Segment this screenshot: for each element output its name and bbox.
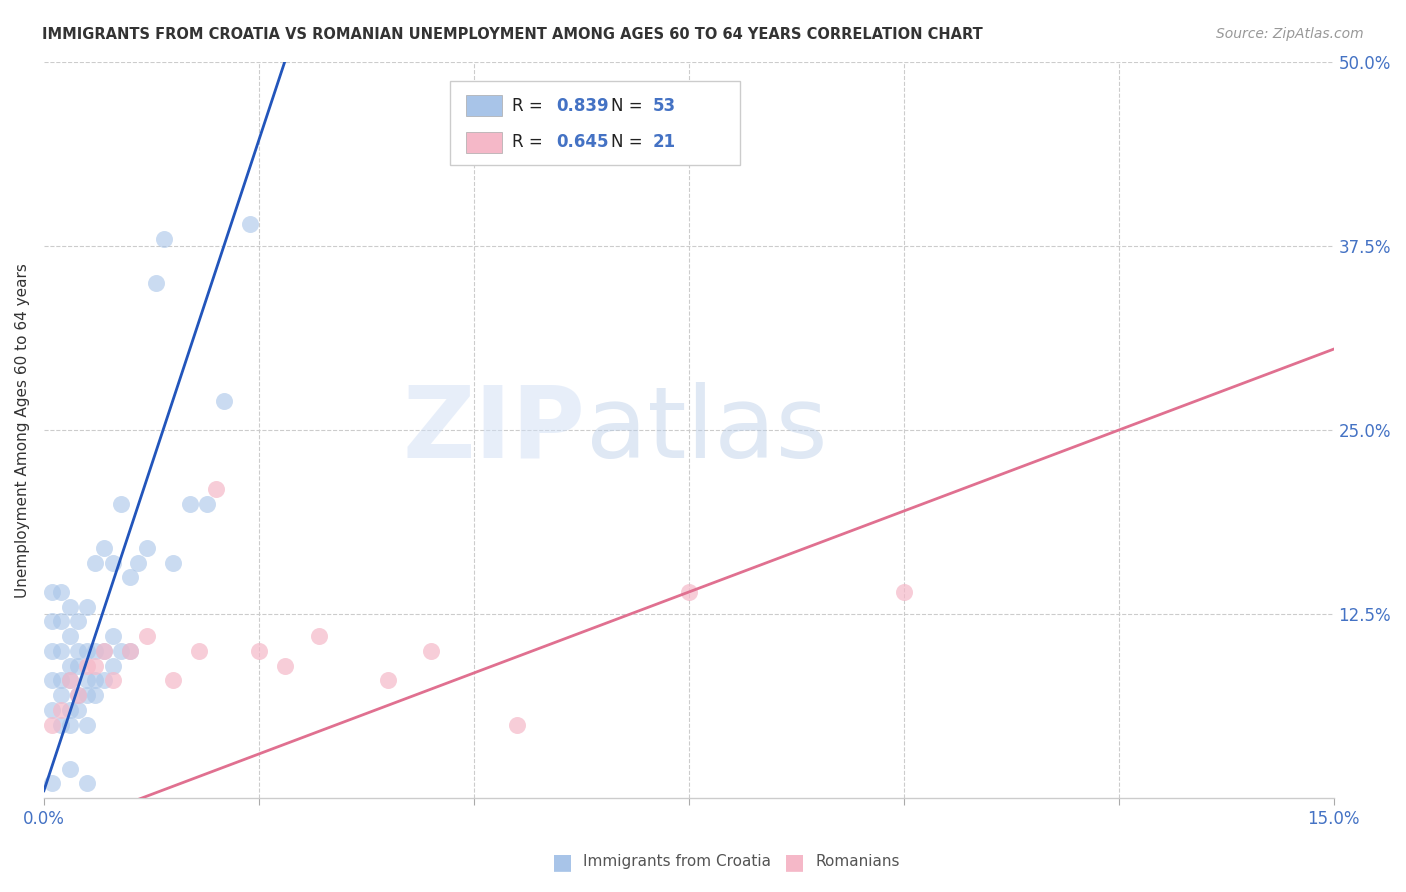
Point	[678, 585, 700, 599]
Point	[145, 276, 167, 290]
Point	[273, 658, 295, 673]
FancyBboxPatch shape	[465, 95, 502, 116]
Point	[49, 703, 72, 717]
Point	[49, 717, 72, 731]
Point	[49, 585, 72, 599]
Point	[59, 599, 82, 614]
Text: Immigrants from Croatia: Immigrants from Croatia	[583, 855, 772, 869]
Point	[76, 599, 98, 614]
Point	[67, 658, 90, 673]
Point	[67, 688, 90, 702]
Text: 0.645: 0.645	[555, 134, 609, 152]
Point	[84, 673, 107, 688]
Point	[162, 556, 184, 570]
Text: 0.839: 0.839	[555, 96, 609, 114]
Point	[67, 615, 90, 629]
Point	[377, 673, 399, 688]
Point	[101, 658, 124, 673]
Point	[110, 644, 132, 658]
Point	[41, 717, 63, 731]
Point	[59, 762, 82, 776]
Point	[506, 717, 529, 731]
Point	[59, 658, 82, 673]
Point	[41, 644, 63, 658]
Text: N =: N =	[612, 134, 648, 152]
Text: ■: ■	[553, 852, 572, 871]
Point	[93, 644, 115, 658]
Point	[76, 688, 98, 702]
Text: Source: ZipAtlas.com: Source: ZipAtlas.com	[1216, 27, 1364, 41]
Point	[136, 629, 159, 643]
Text: ■: ■	[785, 852, 804, 871]
Point	[41, 673, 63, 688]
Point	[893, 585, 915, 599]
Point	[187, 644, 209, 658]
Point	[93, 644, 115, 658]
Point	[136, 541, 159, 555]
FancyBboxPatch shape	[450, 80, 741, 165]
Point	[110, 497, 132, 511]
Point	[67, 703, 90, 717]
Point	[419, 644, 441, 658]
Point	[49, 615, 72, 629]
Text: N =: N =	[612, 96, 648, 114]
Point	[84, 556, 107, 570]
Point	[205, 482, 228, 496]
Point	[76, 776, 98, 790]
Point	[93, 673, 115, 688]
Text: Romanians: Romanians	[815, 855, 900, 869]
Point	[59, 703, 82, 717]
Point	[49, 673, 72, 688]
Point	[93, 541, 115, 555]
Point	[247, 644, 270, 658]
Point	[59, 717, 82, 731]
Point	[59, 673, 82, 688]
Point	[118, 570, 141, 584]
Point	[179, 497, 201, 511]
Text: IMMIGRANTS FROM CROATIA VS ROMANIAN UNEMPLOYMENT AMONG AGES 60 TO 64 YEARS CORRE: IMMIGRANTS FROM CROATIA VS ROMANIAN UNEM…	[42, 27, 983, 42]
Point	[101, 673, 124, 688]
Point	[41, 615, 63, 629]
Point	[76, 644, 98, 658]
Point	[76, 673, 98, 688]
Point	[84, 644, 107, 658]
Point	[214, 393, 236, 408]
Point	[41, 703, 63, 717]
FancyBboxPatch shape	[465, 132, 502, 153]
Point	[67, 644, 90, 658]
Point	[67, 688, 90, 702]
Point	[101, 556, 124, 570]
Point	[41, 776, 63, 790]
Point	[162, 673, 184, 688]
Point	[49, 644, 72, 658]
Point	[49, 688, 72, 702]
Text: ZIP: ZIP	[402, 382, 585, 479]
Point	[195, 497, 218, 511]
Point	[101, 629, 124, 643]
Text: atlas: atlas	[585, 382, 827, 479]
Text: R =: R =	[512, 134, 548, 152]
Point	[153, 232, 176, 246]
Point	[76, 658, 98, 673]
Text: R =: R =	[512, 96, 548, 114]
Point	[76, 717, 98, 731]
Point	[41, 585, 63, 599]
Point	[127, 556, 149, 570]
Point	[84, 688, 107, 702]
Text: 53: 53	[652, 96, 676, 114]
Y-axis label: Unemployment Among Ages 60 to 64 years: Unemployment Among Ages 60 to 64 years	[15, 263, 30, 598]
Point	[59, 629, 82, 643]
Point	[308, 629, 330, 643]
Point	[118, 644, 141, 658]
Point	[59, 673, 82, 688]
Text: 21: 21	[652, 134, 676, 152]
Point	[118, 644, 141, 658]
Point	[84, 658, 107, 673]
Point	[239, 217, 262, 231]
